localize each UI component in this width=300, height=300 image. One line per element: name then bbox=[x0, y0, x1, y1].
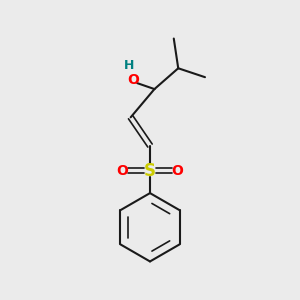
Text: O: O bbox=[172, 164, 184, 178]
Text: H: H bbox=[124, 59, 134, 72]
Text: O: O bbox=[128, 73, 140, 87]
Text: S: S bbox=[144, 162, 156, 180]
Text: O: O bbox=[116, 164, 128, 178]
